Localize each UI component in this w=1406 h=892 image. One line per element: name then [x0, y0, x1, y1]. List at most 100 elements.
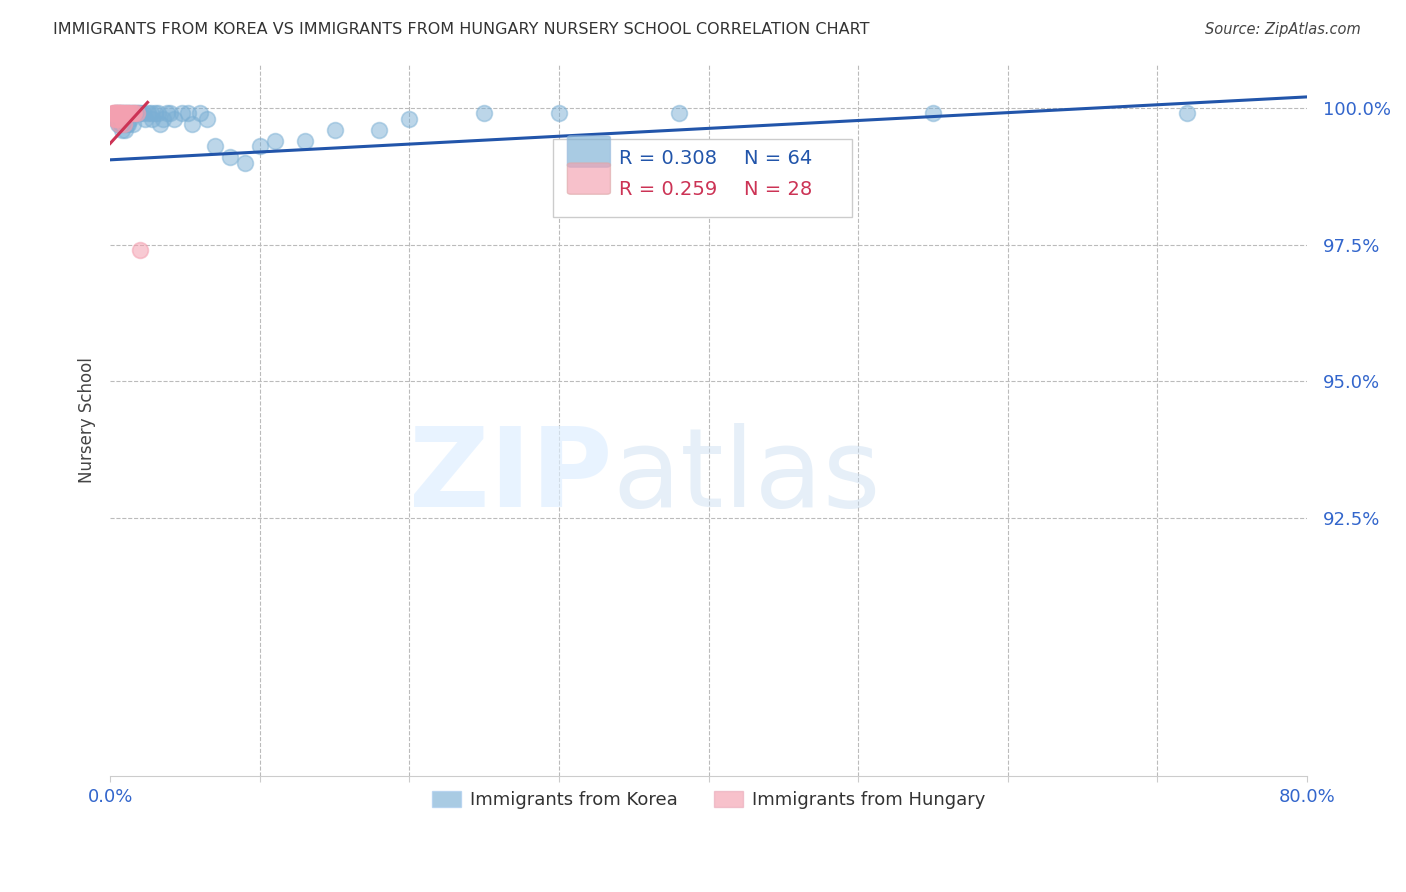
Text: IMMIGRANTS FROM KOREA VS IMMIGRANTS FROM HUNGARY NURSERY SCHOOL CORRELATION CHAR: IMMIGRANTS FROM KOREA VS IMMIGRANTS FROM… [53, 22, 870, 37]
Legend: Immigrants from Korea, Immigrants from Hungary: Immigrants from Korea, Immigrants from H… [425, 783, 993, 816]
Point [104, 106, 127, 120]
Point [129, 106, 152, 120]
Point [112, 117, 135, 131]
Point [107, 106, 129, 120]
Text: N = 64: N = 64 [745, 149, 813, 169]
Point [197, 112, 219, 126]
Text: ZIP: ZIP [409, 423, 613, 530]
Point [114, 112, 136, 126]
Point [177, 106, 200, 120]
Point [121, 106, 143, 120]
Point [127, 106, 149, 120]
Point [111, 122, 134, 136]
Point [107, 112, 129, 126]
Point [110, 106, 132, 120]
Point [121, 117, 143, 131]
Point [148, 117, 170, 131]
Point [105, 106, 128, 120]
Point [134, 112, 156, 126]
Point [105, 106, 128, 120]
Point [922, 106, 945, 120]
Point [108, 117, 131, 131]
Point [110, 112, 132, 126]
Point [107, 112, 129, 126]
Point [146, 106, 169, 120]
Point [107, 106, 129, 120]
Point [101, 106, 124, 120]
Point [105, 106, 128, 120]
Point [118, 106, 141, 120]
Point [105, 112, 128, 126]
Point [108, 106, 131, 120]
Point [156, 106, 179, 120]
Point [117, 117, 139, 131]
Point [323, 122, 346, 136]
FancyBboxPatch shape [568, 163, 610, 194]
Point [122, 106, 145, 120]
Point [127, 106, 149, 120]
Point [1175, 106, 1198, 120]
Point [107, 106, 129, 120]
Point [114, 106, 136, 120]
Point [110, 117, 132, 131]
Point [111, 106, 134, 120]
Point [398, 112, 420, 126]
Point [115, 106, 138, 120]
Point [117, 106, 139, 120]
Point [188, 106, 211, 120]
Point [472, 106, 495, 120]
Point [163, 112, 186, 126]
Point [668, 106, 690, 120]
Point [115, 106, 138, 120]
Point [107, 117, 129, 131]
Point [128, 106, 150, 120]
Point [132, 106, 155, 120]
Point [143, 106, 166, 120]
Point [181, 117, 204, 131]
Point [249, 139, 271, 153]
Point [159, 106, 181, 120]
Point [114, 122, 136, 136]
Point [263, 134, 285, 148]
Point [108, 117, 131, 131]
Text: Source: ZipAtlas.com: Source: ZipAtlas.com [1205, 22, 1361, 37]
Point [112, 106, 135, 120]
Point [218, 150, 240, 164]
Point [136, 106, 159, 120]
Point [108, 106, 131, 120]
FancyBboxPatch shape [568, 136, 610, 167]
Point [112, 106, 135, 120]
Point [118, 112, 141, 126]
Text: R = 0.308: R = 0.308 [619, 149, 717, 169]
Text: atlas: atlas [613, 423, 882, 530]
Point [104, 106, 127, 120]
Point [111, 106, 134, 120]
Point [115, 117, 138, 131]
Y-axis label: Nursery School: Nursery School [79, 357, 96, 483]
Point [114, 106, 136, 120]
Point [129, 243, 152, 257]
Point [122, 106, 145, 120]
Point [141, 112, 163, 126]
Point [110, 106, 132, 120]
Point [121, 106, 143, 120]
Text: N = 28: N = 28 [745, 180, 813, 199]
Point [233, 155, 256, 169]
Point [368, 122, 391, 136]
Point [204, 139, 226, 153]
Point [104, 106, 127, 120]
Point [117, 106, 139, 120]
Point [112, 117, 135, 131]
Point [548, 106, 571, 120]
Point [101, 106, 124, 120]
Point [120, 106, 142, 120]
Point [108, 112, 131, 126]
Point [139, 106, 162, 120]
Point [105, 112, 128, 126]
Point [118, 106, 141, 120]
Point [104, 112, 127, 126]
FancyBboxPatch shape [553, 139, 852, 217]
Point [110, 106, 132, 120]
Text: R = 0.259: R = 0.259 [619, 180, 717, 199]
Point [294, 134, 316, 148]
